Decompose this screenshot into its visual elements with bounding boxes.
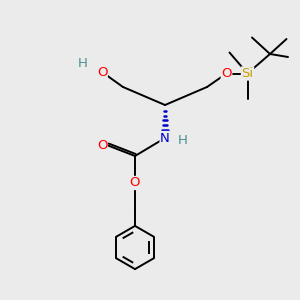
Text: O: O (221, 67, 232, 80)
Text: Si: Si (242, 67, 254, 80)
Text: N: N (160, 131, 170, 145)
Text: O: O (130, 176, 140, 190)
Text: H: H (78, 56, 87, 70)
Text: O: O (97, 139, 107, 152)
Text: H: H (178, 134, 188, 148)
Text: O: O (97, 65, 107, 79)
